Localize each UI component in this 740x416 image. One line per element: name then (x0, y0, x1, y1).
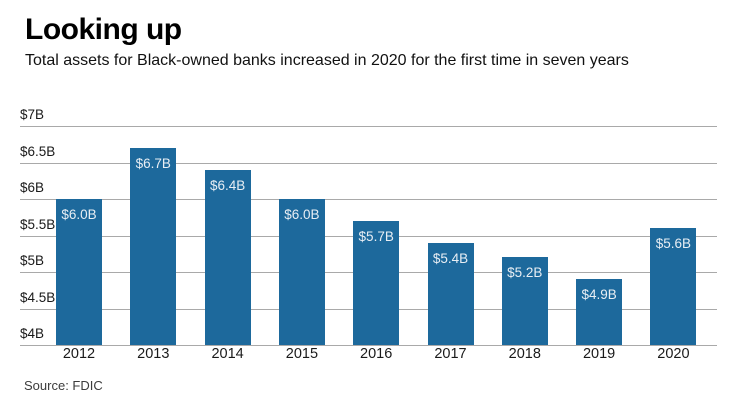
x-axis-tick-label: 2012 (62, 346, 96, 362)
bar-2016: $5.7B (353, 220, 400, 345)
page-title: Looking up (25, 13, 182, 46)
bar-value-label: $5.4B (432, 250, 469, 266)
bar-2018: $5.2B (501, 257, 548, 345)
y-axis-tick-label: $5.5B (20, 216, 56, 232)
x-axis-tick-label: 2014 (211, 346, 244, 362)
bar-value-label: $5.7B (358, 228, 394, 244)
y-axis-tick-label: $6B (20, 180, 45, 195)
y-axis-tick-label: $4B (20, 326, 45, 341)
bar-value-label: $6.0B (284, 207, 320, 222)
y-axis-tick-label: $6.5B (20, 143, 56, 159)
bar-2020: $5.6B (650, 228, 697, 345)
bar-2014: $6.4B (204, 169, 251, 345)
bar-2013: $6.7B (130, 147, 177, 345)
bar-value-label: $4.9B (581, 287, 617, 303)
x-axis-tick-label: 2017 (434, 346, 467, 362)
bar-value-label: $5.6B (655, 236, 692, 252)
gridline (20, 199, 717, 200)
gridline (20, 126, 717, 127)
bar-2019: $4.9B (576, 279, 623, 345)
bar-value-label: $6.0B (61, 207, 97, 222)
chart-subtitle: Total assets for Black-owned banks incre… (25, 52, 629, 69)
y-axis-tick-label: $4.5B (20, 289, 56, 305)
x-axis-tick-label: 2018 (508, 346, 541, 362)
bar-value-label: $5.2B (507, 265, 543, 281)
bar-2015: $6.0B (278, 199, 325, 345)
y-axis-tick-label: $5B (20, 253, 45, 268)
x-axis-tick-label: 2019 (582, 346, 616, 362)
y-axis-tick-label: $7B (20, 107, 45, 122)
x-axis-tick-label: 2020 (657, 346, 690, 362)
bar-value-label: $6.7B (135, 155, 171, 171)
gridline (20, 162, 717, 164)
x-axis-tick-label: 2013 (137, 346, 170, 362)
source-note: Source: FDIC (24, 378, 103, 393)
x-axis-tick-label: 2016 (360, 346, 393, 362)
x-axis-tick-label: 2015 (285, 346, 319, 362)
bar-value-label: $6.4B (209, 177, 246, 193)
bar-2017: $5.4B (427, 242, 474, 345)
bar-2012: $6.0B (56, 199, 102, 345)
gridline (20, 345, 717, 346)
